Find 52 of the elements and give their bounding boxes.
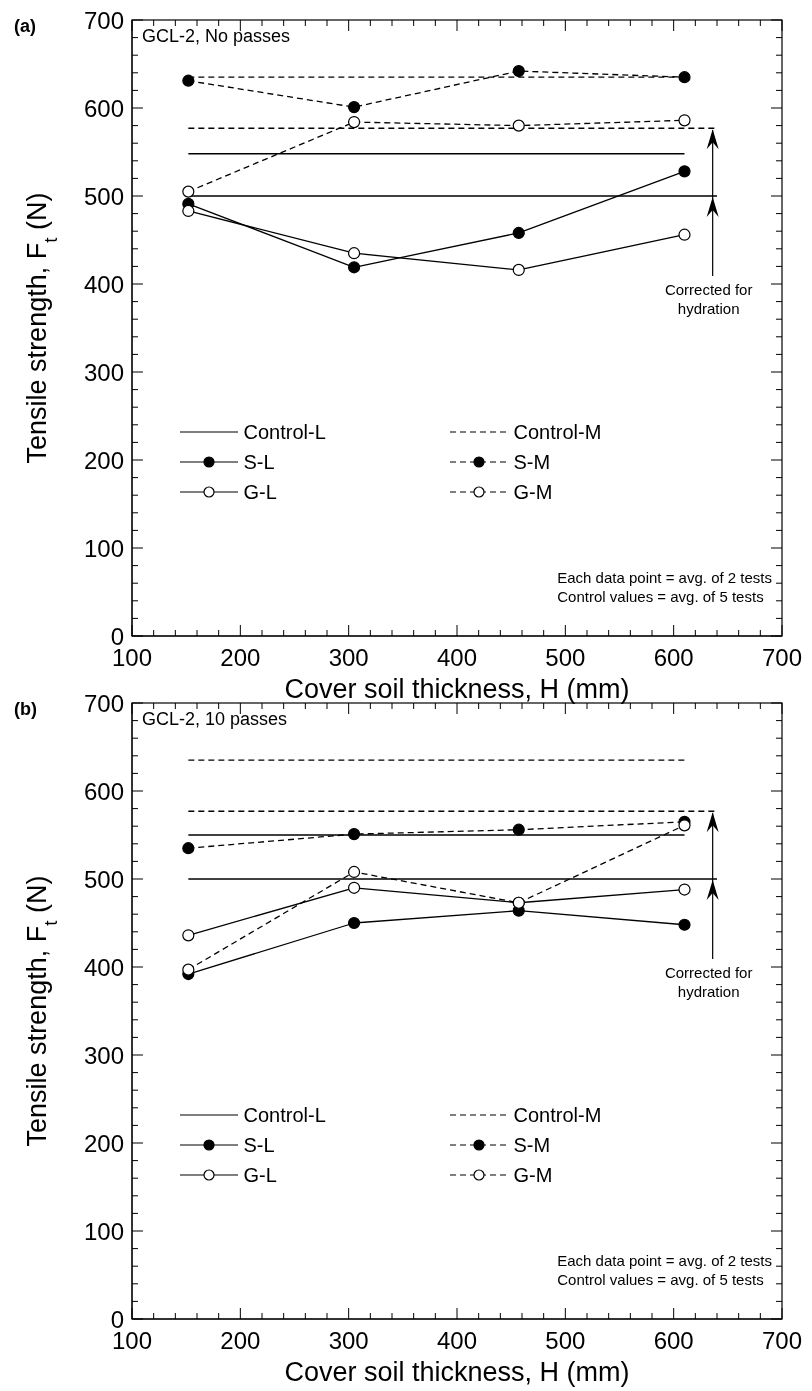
legend-label: Control-M xyxy=(513,1103,602,1127)
legend-label: S-L xyxy=(243,450,275,474)
y-tick-label: 400 xyxy=(83,953,124,981)
y-tick-label: 500 xyxy=(83,865,124,893)
y-tick-label: 300 xyxy=(83,1041,124,1069)
x-tick-label: 400 xyxy=(436,643,478,671)
y-tick-label: 200 xyxy=(83,1129,124,1157)
y-tick-label: 0 xyxy=(110,622,124,650)
chart-title: (b) xyxy=(14,699,37,720)
x-tick-label: 200 xyxy=(220,643,261,671)
y-tick-label: 400 xyxy=(83,270,124,298)
x-tick-label: 600 xyxy=(653,1326,694,1354)
y-tick-label: 600 xyxy=(83,777,124,805)
annotation: Corrected for hydration xyxy=(663,280,754,318)
x-tick-label: 400 xyxy=(436,1326,478,1354)
legend-label: G-M xyxy=(513,480,553,504)
x-tick-label: 700 xyxy=(761,1326,803,1354)
x-tick-label: 300 xyxy=(328,643,369,671)
y-tick-label: 600 xyxy=(83,94,124,122)
legend-label: G-M xyxy=(513,1163,553,1187)
x-axis-title: Cover soil thickness, H (mm) xyxy=(284,1357,630,1387)
x-tick-label: 700 xyxy=(761,643,803,671)
y-tick-label: 200 xyxy=(83,446,124,474)
x-tick-label: 500 xyxy=(545,1326,586,1354)
legend-label: G-L xyxy=(243,1163,277,1187)
y-tick-label: 100 xyxy=(83,1217,124,1245)
annotation: Control values = avg. of 5 tests xyxy=(557,1270,765,1289)
legend-label: S-M xyxy=(513,1133,551,1157)
legend-label: S-L xyxy=(243,1133,275,1157)
y-tick-label: 300 xyxy=(83,358,124,386)
y-tick-label: 700 xyxy=(83,689,124,717)
y-tick-label: 100 xyxy=(83,534,124,562)
legend-label: G-L xyxy=(243,480,277,504)
x-tick-label: 600 xyxy=(653,643,694,671)
annotation: Each data point = avg. of 2 tests xyxy=(557,568,772,587)
x-axis-title: Cover soil thickness, H (mm) xyxy=(284,674,630,704)
x-tick-label: 300 xyxy=(328,1326,369,1354)
annotation: Corrected for hydration xyxy=(663,963,754,1001)
y-tick-label: 500 xyxy=(83,182,124,210)
annotation: Each data point = avg. of 2 tests xyxy=(557,1251,772,1270)
y-tick-label: 0 xyxy=(110,1305,124,1333)
legend-label: Control-L xyxy=(243,1103,326,1127)
chart-title: (a) xyxy=(14,16,36,37)
annotation: Control values = avg. of 5 tests xyxy=(557,587,765,606)
x-tick-label: 200 xyxy=(220,1326,261,1354)
chart-subtitle: GCL-2, 10 passes xyxy=(142,709,288,730)
legend-label: Control-L xyxy=(243,420,326,444)
y-tick-label: 700 xyxy=(83,6,124,34)
x-tick-label: 500 xyxy=(545,643,586,671)
legend-label: S-M xyxy=(513,450,551,474)
legend-label: Control-M xyxy=(513,420,602,444)
chart-subtitle: GCL-2, No passes xyxy=(142,26,291,47)
